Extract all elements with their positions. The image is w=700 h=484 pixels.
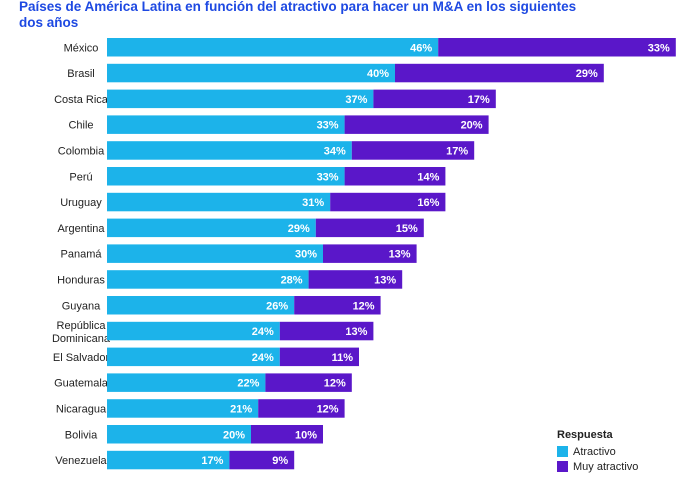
bar-muy-atractivo-honduras (308, 270, 403, 289)
category-label-argentina: Argentina (57, 223, 105, 235)
legend-title: Respuesta (557, 429, 613, 441)
value-label-atractivo-bolivia: 20% (223, 429, 245, 441)
category-label-bolivia: Bolivia (65, 429, 98, 441)
bar-muy-atractivo-republica-dominicana (279, 321, 374, 341)
category-label-colombia: Colombia (58, 145, 105, 157)
category-label-peru: Perú (69, 171, 92, 183)
legend-label-atractivo: Atractivo (573, 445, 616, 458)
bar-atractivo-costa-rica (107, 89, 374, 109)
legend-item-muy-atractivo: Muy atractivo (557, 459, 638, 474)
value-label-muy-atractivo-peru: 14% (417, 171, 439, 183)
bar-muy-atractivo-bolivia (251, 425, 323, 444)
bar-muy-atractivo-venezuela (229, 450, 295, 470)
value-label-atractivo-mexico: 46% (410, 42, 432, 54)
bar-muy-atractivo-mexico (438, 38, 676, 57)
bar-atractivo-nicaragua (107, 399, 259, 418)
bar-muy-atractivo-guyana (294, 296, 381, 315)
bar-atractivo-guyana (107, 296, 295, 315)
value-label-atractivo-panama: 30% (295, 249, 317, 261)
legend: Respuesta Atractivo Muy atractivo (557, 429, 638, 474)
value-label-atractivo-uruguay: 31% (302, 197, 324, 209)
bar-muy-atractivo-nicaragua (258, 399, 345, 418)
value-label-muy-atractivo-mexico: 33% (648, 42, 670, 54)
bar-atractivo-bolivia (107, 425, 251, 444)
bar-atractivo-colombia (107, 141, 352, 160)
value-label-muy-atractivo-venezuela: 9% (272, 455, 288, 467)
bar-atractivo-mexico (107, 38, 439, 57)
bar-atractivo-venezuela (107, 450, 230, 470)
category-label-republica-dominicana: República Dominicana (52, 320, 111, 345)
bar-atractivo-brasil (107, 63, 395, 83)
value-label-atractivo-republica-dominicana: 24% (252, 326, 274, 338)
value-label-muy-atractivo-guatemala: 12% (324, 378, 346, 390)
bar-muy-atractivo-brasil (395, 63, 604, 83)
value-label-atractivo-honduras: 28% (281, 274, 303, 286)
bar-atractivo-uruguay (107, 192, 331, 212)
value-label-atractivo-nicaragua: 21% (230, 403, 252, 415)
value-label-atractivo-el-salvador: 24% (252, 352, 274, 364)
legend-item-atractivo: Atractivo (557, 444, 638, 459)
category-label-panama: Panamá (61, 249, 103, 261)
legend-swatch-muy-atractivo (557, 461, 568, 472)
category-label-uruguay: Uruguay (60, 197, 102, 209)
category-label-nicaragua: Nicaragua (56, 403, 107, 415)
bar-atractivo-el-salvador (107, 347, 280, 367)
bar-muy-atractivo-argentina (315, 218, 424, 238)
bar-muy-atractivo-chile (344, 115, 489, 134)
category-label-el-salvador: El Salvador (53, 352, 110, 364)
value-label-atractivo-colombia: 34% (324, 145, 346, 157)
bar-muy-atractivo-costa-rica (373, 89, 496, 109)
category-label-guyana: Guyana (62, 300, 101, 312)
bar-atractivo-panama (107, 244, 323, 263)
value-label-atractivo-argentina: 29% (288, 223, 310, 235)
value-label-atractivo-peru: 33% (317, 171, 339, 183)
value-label-muy-atractivo-chile: 20% (461, 120, 483, 132)
value-label-atractivo-chile: 33% (317, 120, 339, 132)
value-label-atractivo-guyana: 26% (266, 300, 288, 312)
category-label-mexico: México (64, 42, 99, 54)
bar-atractivo-chile (107, 115, 345, 134)
bar-muy-atractivo-guatemala (265, 373, 352, 392)
category-label-costa-rica: Costa Rica (54, 94, 109, 106)
value-label-muy-atractivo-honduras: 13% (374, 274, 396, 286)
value-label-muy-atractivo-guyana: 12% (353, 300, 375, 312)
value-label-muy-atractivo-bolivia: 10% (295, 429, 317, 441)
bar-muy-atractivo-el-salvador (279, 347, 359, 367)
value-label-atractivo-brasil: 40% (367, 68, 389, 80)
bar-atractivo-republica-dominicana (107, 321, 280, 341)
value-label-muy-atractivo-republica-dominicana: 13% (345, 326, 367, 338)
bar-atractivo-guatemala (107, 373, 266, 392)
value-label-atractivo-guatemala: 22% (237, 378, 259, 390)
bar-muy-atractivo-peru (344, 167, 446, 186)
value-label-muy-atractivo-panama: 13% (389, 249, 411, 261)
category-label-guatemala: Guatemala (54, 378, 109, 390)
value-label-atractivo-costa-rica: 37% (345, 94, 367, 106)
bar-atractivo-peru (107, 167, 345, 186)
category-label-honduras: Honduras (57, 274, 105, 286)
bar-muy-atractivo-uruguay (330, 192, 446, 212)
value-label-muy-atractivo-uruguay: 16% (417, 197, 439, 209)
category-label-venezuela: Venezuela (55, 455, 107, 467)
value-label-muy-atractivo-brasil: 29% (576, 68, 598, 80)
bar-atractivo-argentina (107, 218, 316, 238)
category-label-chile: Chile (68, 120, 93, 132)
bar-muy-atractivo-panama (323, 244, 417, 263)
value-label-muy-atractivo-argentina: 15% (396, 223, 418, 235)
value-label-muy-atractivo-nicaragua: 12% (317, 403, 339, 415)
legend-swatch-atractivo (557, 446, 568, 457)
legend-label-muy-atractivo: Muy atractivo (573, 460, 639, 473)
bar-muy-atractivo-colombia (351, 141, 475, 160)
chart-title: Países de América Latina en función del … (19, 0, 577, 30)
category-label-brasil: Brasil (67, 68, 95, 80)
value-label-muy-atractivo-el-salvador: 11% (332, 352, 354, 364)
bar-atractivo-honduras (107, 270, 309, 289)
value-label-muy-atractivo-costa-rica: 17% (468, 94, 490, 106)
value-label-atractivo-venezuela: 17% (201, 455, 223, 467)
value-label-muy-atractivo-colombia: 17% (446, 145, 468, 157)
